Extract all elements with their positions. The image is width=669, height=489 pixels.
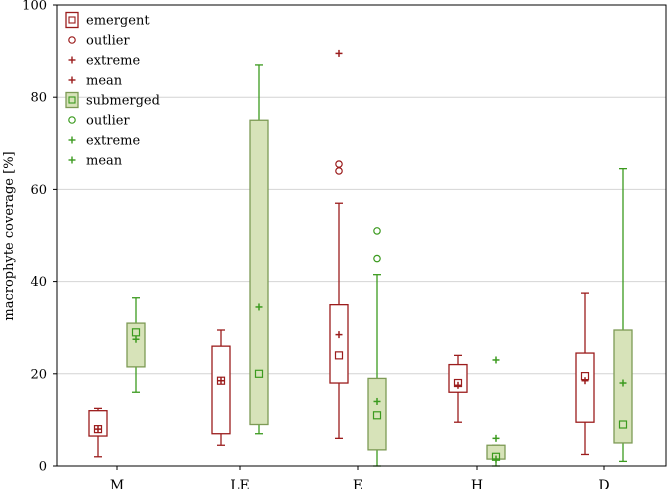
x-category-label: D xyxy=(598,478,609,489)
box-iqr xyxy=(575,352,595,423)
x-category-label: E xyxy=(353,478,363,489)
box-iqr xyxy=(367,377,387,451)
emergent-box-M xyxy=(88,407,108,458)
legend: emergent outlier extreme mean submerged outli… xyxy=(65,11,160,169)
legend-label: emergent xyxy=(86,14,150,29)
extreme-marker xyxy=(492,356,500,364)
outlier-marker xyxy=(335,160,343,168)
submerged-box-D xyxy=(613,168,633,463)
legend-plus-symbol xyxy=(68,56,76,64)
legend-item-submerged-mean: mean xyxy=(68,154,123,169)
median-marker xyxy=(618,420,628,429)
box-iqr xyxy=(249,119,269,426)
box-iqr xyxy=(88,410,108,437)
box-iqr xyxy=(126,322,146,368)
legend-item-emergent-extreme: extreme xyxy=(68,54,140,69)
legend-label: extreme xyxy=(86,134,140,149)
mean-marker xyxy=(619,379,627,387)
emergent-box-H xyxy=(448,354,468,423)
mean-marker xyxy=(217,377,225,385)
median-marker xyxy=(254,369,264,378)
y-tick-label: 80 xyxy=(30,91,47,106)
outlier-marker xyxy=(373,254,381,263)
legend-plus-symbol xyxy=(68,76,76,84)
mean-marker xyxy=(94,425,102,433)
submerged-box-E xyxy=(367,227,387,467)
legend-label: submerged xyxy=(86,94,160,109)
legend-item-emergent-mean: mean xyxy=(68,74,123,89)
median-marker xyxy=(334,351,344,360)
submerged-box-H xyxy=(486,356,506,467)
legend-item-submerged-outlier: outlier xyxy=(68,114,130,129)
x-category-label: H xyxy=(471,478,483,489)
y-tick-label: 0 xyxy=(39,460,47,475)
median-marker xyxy=(372,411,382,420)
box-iqr xyxy=(211,345,231,435)
legend-label: mean xyxy=(86,74,123,89)
legend-circle-symbol xyxy=(68,36,76,44)
y-tick-label: 20 xyxy=(30,367,47,382)
legend-item-submerged-submerged: submerged xyxy=(65,91,160,109)
y-tick-label: 100 xyxy=(22,0,47,14)
mean-marker xyxy=(454,381,462,389)
outlier-marker xyxy=(373,227,381,235)
grid-layer xyxy=(57,96,666,375)
legend-label: outlier xyxy=(86,114,130,129)
y-tick-label: 40 xyxy=(30,275,47,290)
emergent-box-D xyxy=(575,292,595,456)
mean-marker xyxy=(132,335,140,343)
mean-marker xyxy=(373,397,381,405)
x-category-label: M xyxy=(110,478,124,489)
legend-box-symbol xyxy=(65,11,79,29)
extreme-marker xyxy=(335,49,343,57)
outlier-marker xyxy=(335,167,343,175)
legend-item-submerged-extreme: extreme xyxy=(68,134,140,149)
legend-box-symbol xyxy=(65,91,79,109)
legend-item-emergent-emergent: emergent xyxy=(65,11,150,29)
mean-marker xyxy=(335,331,343,339)
emergent-box-E xyxy=(329,49,349,439)
axis-layer: 0 20 40 60 80 100 M LE E H D xyxy=(22,0,667,489)
legend-circle-symbol xyxy=(68,116,76,124)
y-tick-label: 60 xyxy=(30,183,47,198)
emergent-box-LE xyxy=(211,329,231,446)
legend-label: mean xyxy=(86,154,123,169)
legend-plus-symbol xyxy=(68,136,76,144)
series-layer xyxy=(88,49,633,467)
legend-label: outlier xyxy=(86,34,130,49)
legend-median-symbol xyxy=(68,96,76,104)
y-axis-title: macrophyte coverage [%] xyxy=(2,151,17,320)
extreme-marker xyxy=(492,434,500,442)
submerged-box-LE xyxy=(249,64,269,435)
mean-marker xyxy=(492,455,500,463)
legend-median-symbol xyxy=(68,16,76,24)
legend-label: extreme xyxy=(86,54,140,69)
plot-frame xyxy=(56,4,667,467)
box-iqr xyxy=(329,303,349,384)
x-category-label: LE xyxy=(230,478,250,489)
mean-marker xyxy=(255,303,263,311)
legend-item-emergent-outlier: outlier xyxy=(68,34,130,49)
submerged-box-M xyxy=(126,297,146,393)
mean-marker xyxy=(581,377,589,385)
legend-plus-symbol xyxy=(68,156,76,164)
box-iqr xyxy=(448,363,468,393)
